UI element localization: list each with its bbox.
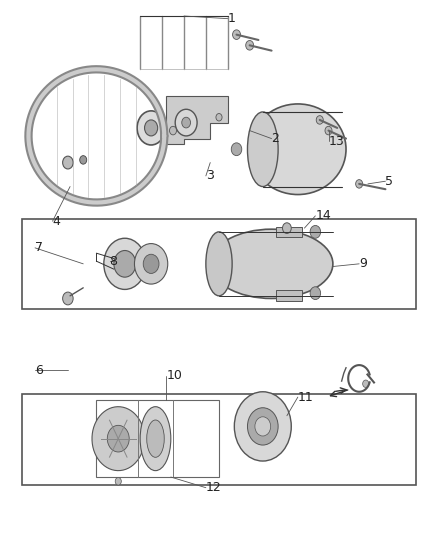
- Bar: [22, 394, 416, 485]
- Bar: [276, 227, 302, 237]
- Text: 13: 13: [328, 135, 344, 148]
- Circle shape: [247, 408, 278, 445]
- Circle shape: [316, 116, 323, 124]
- Circle shape: [233, 30, 240, 39]
- Text: 12: 12: [206, 481, 222, 494]
- Text: 6: 6: [35, 364, 43, 377]
- Circle shape: [283, 223, 291, 233]
- Text: 8: 8: [110, 255, 117, 268]
- Circle shape: [104, 238, 146, 289]
- Bar: [276, 290, 302, 301]
- Circle shape: [310, 287, 321, 300]
- Ellipse shape: [247, 112, 278, 187]
- Circle shape: [145, 120, 158, 136]
- Circle shape: [80, 156, 87, 164]
- Circle shape: [356, 180, 363, 188]
- Circle shape: [143, 254, 159, 273]
- Ellipse shape: [250, 104, 346, 195]
- Text: 1: 1: [228, 12, 236, 25]
- Bar: [22, 219, 416, 309]
- Polygon shape: [92, 407, 145, 471]
- Ellipse shape: [206, 232, 232, 296]
- Circle shape: [114, 251, 136, 277]
- Circle shape: [137, 111, 165, 145]
- Circle shape: [246, 41, 254, 50]
- Text: 4: 4: [53, 215, 60, 228]
- Text: 14: 14: [315, 209, 331, 222]
- Circle shape: [255, 417, 271, 436]
- Bar: [96, 400, 219, 477]
- Circle shape: [325, 126, 332, 135]
- Text: 7: 7: [35, 241, 43, 254]
- Circle shape: [107, 425, 129, 452]
- Text: 9: 9: [359, 257, 367, 270]
- Text: 2: 2: [272, 132, 279, 145]
- Circle shape: [310, 225, 321, 238]
- Ellipse shape: [210, 229, 333, 298]
- Circle shape: [170, 126, 177, 135]
- Text: 11: 11: [298, 391, 314, 403]
- Ellipse shape: [147, 420, 164, 457]
- Circle shape: [363, 380, 369, 387]
- Text: 5: 5: [385, 175, 393, 188]
- Circle shape: [63, 156, 73, 169]
- Circle shape: [115, 478, 121, 485]
- Ellipse shape: [140, 407, 171, 471]
- Circle shape: [134, 244, 168, 284]
- Circle shape: [231, 143, 242, 156]
- Circle shape: [182, 117, 191, 128]
- Text: 10: 10: [166, 369, 182, 382]
- Circle shape: [63, 292, 73, 305]
- Circle shape: [216, 114, 222, 121]
- Text: 3: 3: [206, 169, 214, 182]
- Polygon shape: [166, 96, 228, 144]
- Circle shape: [175, 109, 197, 136]
- Circle shape: [234, 392, 291, 461]
